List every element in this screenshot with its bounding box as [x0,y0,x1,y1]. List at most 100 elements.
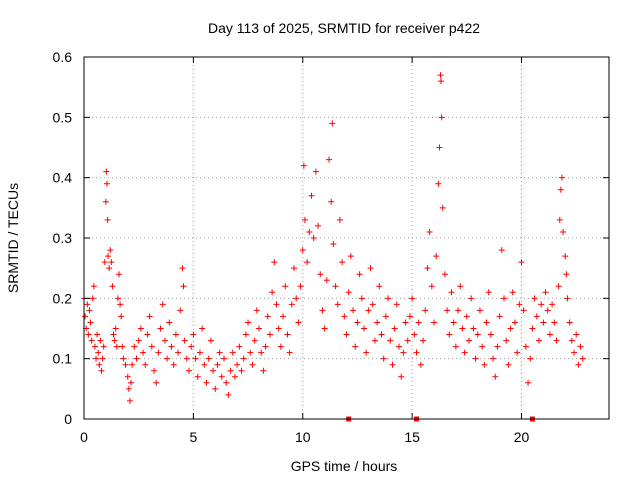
data-point [433,253,440,260]
data-point [214,361,221,368]
data-point [183,355,190,362]
data-point [496,313,503,320]
data-point [94,331,101,338]
y-tick-label: 0.3 [53,230,73,246]
data-point [350,307,357,314]
data-point [180,283,187,290]
plot-frame [83,56,610,420]
data-point [299,247,306,254]
data-point [262,343,269,350]
data-point [558,174,565,181]
data-point [533,313,540,320]
data-point [503,337,510,344]
data-point [371,337,378,344]
data-point [284,331,291,338]
data-point [536,337,542,344]
data-point [426,228,433,235]
data-point [415,319,422,326]
data-point [380,355,387,362]
data-point [108,259,115,266]
data-point [474,331,481,338]
data-point [212,385,219,392]
data-point [122,361,129,368]
data-point [172,331,179,338]
chart-title: Day 113 of 2025, SRMTID for receiver p42… [208,20,480,36]
x-tick-label: 5 [189,429,197,445]
data-point [391,325,398,332]
data-point [472,355,479,362]
data-point [436,144,443,151]
data-point [518,259,525,266]
data-point [356,271,363,278]
data-point [544,307,551,314]
data-point [336,216,343,223]
data-point [129,361,136,368]
data-point [301,216,308,223]
data-point [566,319,573,326]
data-point [179,265,186,272]
data-point [334,301,341,308]
data-point [238,367,245,374]
data-point [218,373,225,380]
data-point [556,216,563,223]
data-point [406,313,413,320]
data-point [575,361,582,368]
data-point [494,343,501,350]
data-point [361,325,367,332]
data-point [387,337,394,344]
data-point [300,162,307,169]
data-points [81,72,586,404]
data-point [560,228,567,235]
data-point [396,343,402,350]
data-point [126,397,133,404]
data-point [553,337,560,344]
data-point [164,355,171,362]
data-point [352,343,359,350]
data-point [140,349,147,356]
data-point [229,349,236,356]
data-point [116,271,122,278]
data-point [505,361,512,368]
data-point [417,361,424,368]
data-point [102,198,109,205]
y-tick-label: 0.5 [53,109,73,125]
data-point [153,379,160,386]
data-point [557,186,564,193]
data-point [411,331,418,338]
data-point [329,120,336,127]
data-point [216,349,223,356]
data-point [369,301,376,308]
data-point [146,313,153,320]
data-point [249,361,256,368]
data-point [293,295,300,302]
data-point [579,355,586,362]
data-point [485,289,492,296]
data-point [260,367,267,374]
data-point [571,349,577,356]
data-point [422,307,429,314]
data-point [225,391,232,398]
data-point [135,337,142,344]
data-point [199,325,206,332]
data-point [315,222,322,229]
data-point [531,295,538,302]
x-tick-label: 10 [295,429,311,445]
data-point [256,325,262,332]
data-point [295,319,302,326]
data-point [306,228,313,235]
data-point [345,289,352,296]
data-point [291,265,297,272]
data-point [99,355,106,362]
data-point [110,331,117,338]
data-point [551,319,558,326]
data-point [89,295,96,302]
data-point [358,295,365,302]
data-point [207,337,214,344]
data-point [516,301,523,308]
data-point [461,349,468,356]
data-point [282,283,289,290]
data-point [304,259,311,266]
data-point [280,313,287,320]
data-point [137,325,144,332]
